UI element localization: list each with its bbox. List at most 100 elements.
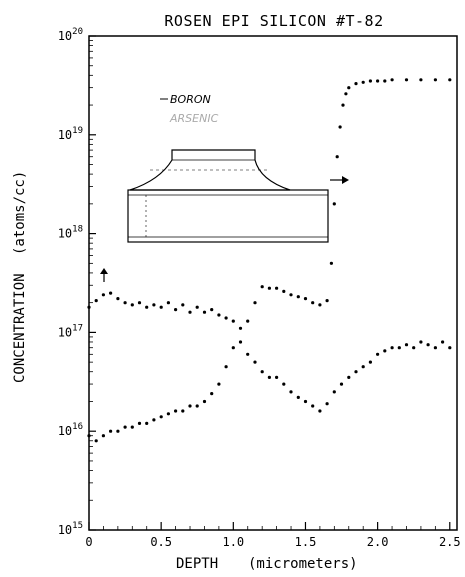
data-point [441,340,445,344]
data-point [329,261,333,265]
arrow-marker-right [330,176,349,184]
data-point [267,375,271,379]
data-point [412,346,416,350]
data-point [94,299,98,303]
data-point [311,301,315,305]
data-point [282,289,286,293]
x-tick-label: 2.0 [367,535,389,549]
data-point [404,343,409,347]
x-tick-label: 1.0 [222,535,244,549]
data-point [376,79,380,83]
data-point [341,103,345,107]
data-point [145,305,149,309]
data-point [318,303,322,307]
data-point [347,375,351,379]
data-point [109,291,113,295]
data-point [448,78,452,82]
x-axis-label: DEPTH [176,556,218,572]
data-point [404,78,409,82]
data-point [354,82,358,86]
data-point [282,382,286,386]
series-layer [87,78,452,443]
data-point [130,303,134,307]
data-point [448,346,452,350]
y-tick-label: 1020 [58,27,83,43]
data-point [325,402,329,406]
data-point [137,301,142,305]
data-point [303,399,308,404]
data-point [174,409,178,413]
data-point [368,79,372,83]
y-tick-label: 1017 [58,323,83,339]
data-point [87,434,91,438]
data-point [332,390,336,394]
data-point [433,346,437,350]
data-point [152,418,156,422]
x-axis-units: (micrometers) [248,556,358,572]
data-point [159,305,163,309]
data-point [390,346,394,350]
data-point [383,79,387,83]
data-point [145,421,149,425]
data-point [253,301,257,305]
plot-frame [88,35,458,531]
x-tick-label: 0.5 [150,535,172,549]
x-axis: 0 0.5 1.0 1.5 2.0 2.5 [85,522,461,549]
data-point [137,421,142,425]
data-point [253,360,257,364]
data-point [338,125,342,129]
data-point [289,390,293,394]
x-tick-label: 1.5 [295,535,317,549]
y-tick-label: 1019 [58,126,83,142]
data-point [325,299,329,303]
data-point [433,78,437,82]
data-point [188,310,192,314]
data-point [166,412,170,416]
data-point [123,301,127,305]
data-point [130,425,134,429]
data-point [210,392,214,396]
data-point [311,404,315,408]
data-point [246,352,250,356]
substrate-shape [127,189,329,243]
y-axis-label: CONCENTRATION [12,273,28,383]
data-point [335,155,339,159]
data-point [87,305,91,309]
data-point [210,308,214,312]
data-point [383,349,387,353]
y-tick-label: 1016 [58,422,83,438]
data-point [174,308,178,312]
data-point [94,439,98,443]
data-point [296,395,300,399]
y-tick-label: 1015 [58,521,83,537]
data-point [296,295,300,299]
data-point [166,301,170,305]
data-point [347,86,351,90]
data-point [101,293,105,297]
data-point [397,346,401,350]
legend-arsenic: ARSENIC [169,112,219,125]
data-point [231,346,235,350]
data-point [260,285,264,289]
data-point [344,92,348,96]
data-point [275,286,279,290]
data-point [202,399,207,404]
data-point [123,425,127,429]
data-point [195,404,199,408]
data-point [354,370,358,374]
data-point [419,340,423,344]
data-point [260,370,264,374]
data-point [238,326,243,330]
y-axis-units: (atoms/cc) [12,171,28,255]
data-point [217,382,221,386]
data-point [339,382,344,386]
data-point [376,352,380,356]
data-point [181,409,185,413]
data-point [267,286,271,290]
data-point [116,429,120,433]
legend-boron: BORON [170,93,211,106]
data-point [109,429,113,433]
data-point [224,365,228,369]
data-point [238,340,243,344]
